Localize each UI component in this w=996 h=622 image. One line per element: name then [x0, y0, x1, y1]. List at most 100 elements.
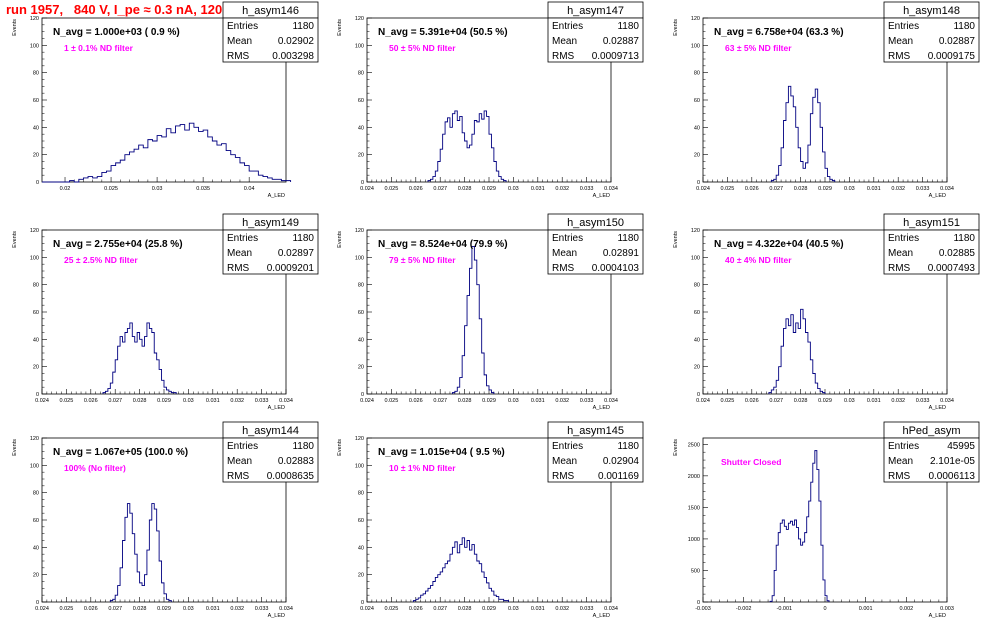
histogram-outline [412, 537, 509, 602]
y-tick-label: 20 [694, 153, 700, 159]
x-tick-label: 0.001 [859, 606, 873, 612]
x-tick-label: 0.027 [108, 606, 122, 612]
stat-value: 0.02887 [603, 36, 640, 47]
histogram-bin [212, 141, 217, 182]
y-tick-label: 20 [694, 365, 700, 371]
histogram-name: h_asym151 [903, 217, 960, 229]
histogram-panel: 0 20 40 60 80 100 120 0.024 0.025 0.026 0.027 0.028… [337, 213, 644, 411]
histogram-bin [127, 504, 129, 602]
histogram-outline [451, 245, 495, 394]
y-tick-label: 20 [358, 365, 364, 371]
histogram-bin [484, 111, 486, 182]
x-tick-label: 0.033 [255, 398, 269, 404]
x-tick-label: 0.032 [555, 398, 569, 404]
y-tick-label: 80 [33, 71, 39, 77]
histogram-bin [135, 342, 137, 394]
stats-body-box [547, 437, 644, 483]
y-tick-label: 60 [358, 518, 364, 524]
y-axis-label: Events [337, 19, 343, 36]
histogram-bin [790, 521, 792, 602]
x-axis-label: A_LED [929, 193, 946, 199]
stat-value: 0.001169 [598, 471, 639, 482]
stat-label: Mean [888, 248, 913, 259]
x-tick-label: 0.04 [244, 186, 255, 192]
histogram-bin [166, 129, 171, 182]
x-tick-label: 0.03 [152, 186, 163, 192]
navg-header: N_avg = 2.755e+04 (25.8 %) [53, 239, 183, 250]
stat-value: 0.0008635 [267, 471, 315, 482]
histogram-panel: 0 20 40 60 80 100 120 0.024 0.025 0.026 0.027 0.028… [673, 213, 980, 411]
histogram-bin [132, 337, 134, 394]
x-tick-label: 0.028 [794, 186, 808, 192]
x-tick-label: 0.03 [183, 398, 194, 404]
x-tick-label: 0.028 [794, 398, 808, 404]
histogram-bin [140, 339, 142, 394]
x-tick-label: -0.001 [777, 606, 793, 612]
histogram-bin [452, 547, 454, 602]
y-tick-label: 0 [36, 600, 39, 606]
stats-body-box [222, 437, 319, 483]
x-tick-label: 0.031 [531, 186, 545, 192]
stats-body-box [883, 437, 980, 483]
histogram-bin [245, 166, 250, 182]
histogram-bin [249, 171, 254, 182]
y-tick-label: 60 [33, 98, 39, 104]
y-tick-label: 0 [361, 180, 364, 186]
x-tick-label: 0.032 [891, 186, 905, 192]
y-tick-label: 100 [30, 463, 39, 469]
y-tick-label: 100 [355, 463, 364, 469]
stat-label: RMS [888, 471, 911, 482]
histogram-bins [770, 451, 829, 602]
y-tick-label: 100 [691, 43, 700, 49]
histogram-bin [780, 523, 782, 602]
y-axis-label: Events [337, 439, 343, 456]
histogram-bin [258, 175, 263, 182]
histogram-bin [142, 586, 144, 602]
x-tick-label: 0.025 [60, 398, 74, 404]
y-tick-label: 80 [694, 71, 700, 77]
x-tick-label: 0.027 [769, 398, 783, 404]
stat-label: Mean [552, 456, 577, 467]
x-tick-label: 0.029 [818, 398, 832, 404]
stat-label: Entries [888, 441, 919, 452]
y-tick-label: 40 [694, 125, 700, 131]
stat-value: 1180 [292, 233, 314, 244]
x-tick-label: 0.029 [157, 606, 171, 612]
y-tick-label: 100 [355, 43, 364, 49]
stat-value: 0.02883 [278, 456, 315, 467]
x-tick-label: 0.03 [844, 398, 855, 404]
histogram-outline [768, 308, 826, 394]
stat-value: 1180 [617, 21, 639, 32]
stat-value: 0.0007493 [928, 263, 976, 274]
x-tick-label: 0.026 [409, 398, 423, 404]
y-tick-label: 1000 [688, 537, 700, 543]
histogram-bin [782, 520, 784, 602]
y-tick-label: 120 [30, 228, 39, 234]
histogram-bin [176, 126, 181, 182]
histogram-bin [799, 539, 801, 602]
navg-header: N_avg = 8.524e+04 (79.9 %) [378, 239, 508, 250]
stat-value: 0.02887 [939, 36, 976, 47]
histogram-bin [125, 155, 130, 182]
histogram-outline [770, 85, 836, 182]
x-tick-label: 0.03 [844, 186, 855, 192]
stats-box: h_asym144 Entries 1180 Mean 0.02883 RMS 0.0008… [222, 421, 319, 483]
x-tick-label: 0.024 [360, 186, 374, 192]
x-tick-label: 0.024 [696, 186, 710, 192]
histogram-bin [813, 463, 815, 602]
x-axis-label: A_LED [593, 613, 610, 619]
y-tick-label: 120 [30, 436, 39, 442]
x-tick-label: 0.029 [157, 398, 171, 404]
x-tick-label: 0.028 [133, 398, 147, 404]
histogram-bin [139, 145, 144, 182]
histogram-name: hPed_asym [902, 425, 960, 437]
stat-label: Entries [227, 21, 258, 32]
histogram-bin [217, 145, 222, 182]
histogram-bin [93, 178, 98, 182]
x-tick-label: 0.024 [360, 606, 374, 612]
stat-label: Mean [888, 36, 913, 47]
y-tick-label: 0 [36, 392, 39, 398]
y-tick-label: 40 [694, 337, 700, 343]
x-tick-label: 0.031 [206, 398, 220, 404]
stat-label: RMS [227, 51, 250, 62]
